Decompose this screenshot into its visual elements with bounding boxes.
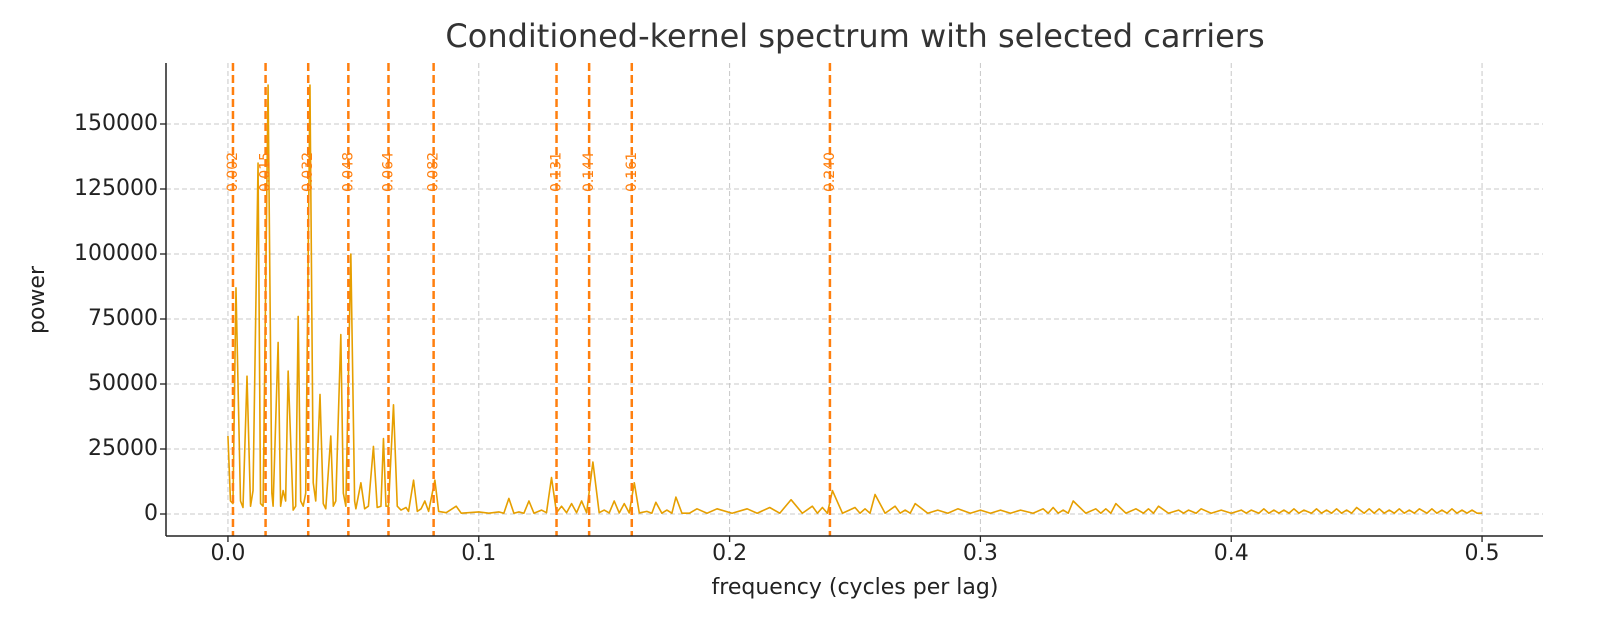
x-tick-label: 0.0 <box>210 541 245 566</box>
x-axis-label: frequency (cycles per lag) <box>712 575 999 600</box>
y-tick-label: 100000 <box>74 241 158 266</box>
x-tick-label: 0.5 <box>1465 541 1500 566</box>
carrier-label: 0.015 <box>258 152 274 192</box>
x-tick-label: 0.2 <box>712 541 747 566</box>
carrier-label: 0.002 <box>225 152 241 192</box>
carrier-label: 0.032 <box>300 152 316 192</box>
y-tick-label: 75000 <box>88 306 158 331</box>
carrier-label: 0.048 <box>340 152 356 192</box>
y-tick-label: 50000 <box>88 371 158 396</box>
y-tick-label: 0 <box>144 501 158 526</box>
chart-title: Conditioned-kernel spectrum with selecte… <box>445 17 1264 55</box>
spectrum-line <box>227 84 1483 515</box>
x-tick-label: 0.3 <box>963 541 998 566</box>
carrier-label: 0.131 <box>549 152 565 192</box>
carrier-label: 0.064 <box>380 152 396 192</box>
x-tick-label: 0.4 <box>1214 541 1249 566</box>
y-tick-label: 25000 <box>88 436 158 461</box>
carrier-label: 0.240 <box>822 152 838 192</box>
y-tick-label: 150000 <box>74 111 158 136</box>
carrier-label: 0.161 <box>624 152 640 192</box>
y-axis-label: power <box>25 265 50 334</box>
y-tick-label: 125000 <box>74 176 158 201</box>
carrier-label: 0.144 <box>581 152 597 192</box>
carrier-label: 0.082 <box>426 152 442 192</box>
x-tick-label: 0.1 <box>461 541 496 566</box>
